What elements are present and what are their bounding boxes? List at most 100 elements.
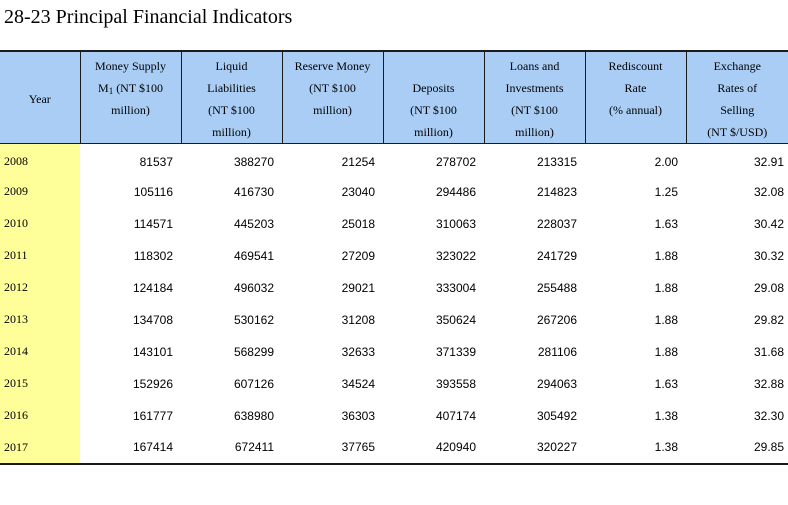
value-cell: 445203 [233,216,274,231]
header-line: million) [515,125,554,139]
header-line: Investments [505,81,564,95]
table-body: 2008 81537 388270 21254 278702 213315 2.00 32.9… [0,143,788,465]
header-line: M1 (NT $100 [98,81,163,96]
header-line: Rates of [717,81,758,95]
value-cell: 32.08 [753,184,784,199]
value-cell: 37765 [282,431,383,465]
value-cell: 21254 [341,154,375,169]
year-cell: 2016 [0,399,80,432]
value-cell: 1.38 [585,431,686,465]
value-cell: 118302 [133,248,173,263]
value-cell: 152926 [132,376,173,391]
value-cell: 29.08 [753,280,784,295]
value-cell: 496032 [233,280,274,295]
header-reserve-money: Reserve Money (NT $100 million) [281,50,383,144]
header-liquid-liabilities: Liquid Liabilities (NT $100 million) [180,50,282,144]
header-line: (% annual) [609,103,662,117]
header-line: Deposits [412,81,455,95]
header-line: Loans and [509,59,560,73]
value-cell: 281106 [537,344,577,359]
value-cell: 607126 [233,376,274,391]
value-cell: 36303 [341,408,375,423]
value-cell: 228037 [536,216,577,231]
value-cell: 27209 [341,248,375,263]
value-cell: 568299 [233,344,274,359]
value-cell: 161777 [132,408,173,423]
header-line: million) [111,103,150,117]
table-row: 2013 134708 530162 31208 350624 267206 1.88 29.… [0,303,788,336]
value-cell: 105116 [133,184,173,199]
page-title: 28-23 Principal Financial Indicators [4,6,293,28]
value-cell: 350624 [435,312,476,327]
value-cell: 81537 [139,154,173,169]
year-cell: 2017 [0,431,80,465]
value-cell: 30.42 [753,216,784,231]
value-cell: 469541 [233,248,274,263]
year-cell: 2012 [0,271,80,304]
value-cell: 29021 [341,280,375,295]
value-cell: 1.63 [654,216,678,231]
value-cell: 114571 [133,216,173,231]
value-cell: 29.85 [686,431,788,465]
value-cell: 1.88 [654,312,678,327]
header-line: Selling [720,103,755,117]
table-row: 2009 105116 416730 23040 294486 214823 1.25 32.… [0,175,788,208]
value-cell: 30.32 [753,248,784,263]
header-line: Money Supply [94,59,166,73]
year-cell: 2013 [0,303,80,336]
value-cell: 294486 [435,184,476,199]
header-deposits: Deposits (NT $100 million) [382,50,484,144]
value-cell: 672411 [181,431,282,465]
header-line: (NT $/USD) [707,125,768,139]
table-row: 2008 81537 388270 21254 278702 213315 2.00 32.9… [0,143,788,176]
value-cell: 530162 [233,312,274,327]
value-cell: 1.88 [654,280,678,295]
header-line: Reserve Money [294,59,371,73]
value-cell: 213315 [536,154,577,169]
value-cell: 320227 [484,431,585,465]
value-cell: 1.88 [654,344,678,359]
value-cell: 267206 [536,312,577,327]
value-cell: 310063 [435,216,476,231]
value-cell: 1.38 [654,408,678,423]
table-row: 2011 118302 469541 27209 323022 241729 1.88 30.… [0,239,788,272]
value-cell: 371339 [435,344,476,359]
table-row: 2012 124184 496032 29021 333004 255488 1.88 29.… [0,271,788,304]
table-row: 2014 143101 568299 32633 371339 281106 1.88 31.… [0,335,788,368]
header-line: Exchange [713,59,761,73]
value-cell: 31.68 [753,344,784,359]
table-row: 2016 161777 638980 36303 407174 305492 1.38 32.… [0,399,788,432]
value-cell: 638980 [233,408,274,423]
value-cell: 2.00 [654,154,678,169]
value-cell: 32.30 [753,408,784,423]
table-row: 2015 152926 607126 34524 393558 294063 1.63 32.… [0,367,788,400]
value-cell: 1.25 [654,184,678,199]
value-cell: 416730 [233,184,274,199]
value-cell: 143101 [132,344,173,359]
header-line: (NT $100 [309,81,356,95]
header-line: million) [313,103,352,117]
table-row: 2010 114571 445203 25018 310063 228037 1.63 30.… [0,207,788,240]
year-cell: 2015 [0,367,80,400]
value-cell: 214823 [536,184,577,199]
value-cell: 1.88 [654,248,678,263]
value-cell: 124184 [132,280,173,295]
value-cell: 1.63 [654,376,678,391]
value-cell: 23040 [341,184,375,199]
value-cell: 241729 [536,248,577,263]
value-cell: 167414 [80,431,181,465]
header-line: Rediscount [608,59,663,73]
header-line: Liabilities [207,81,256,95]
value-cell: 420940 [383,431,484,465]
value-cell: 34524 [341,376,375,391]
value-cell: 134708 [132,312,173,327]
header-line: Rate [624,81,647,95]
header-line: million) [212,125,251,139]
table-row: 2017 167414 672411 37765 420940 320227 1.38 29.… [0,431,788,465]
value-cell: 32.88 [753,376,784,391]
header-rediscount-rate: Rediscount Rate (% annual) [584,50,686,144]
value-cell: 393558 [435,376,476,391]
header-line: (NT $100 [410,103,457,117]
year-cell: 2011 [0,239,80,272]
year-cell: 2008 [0,143,80,176]
